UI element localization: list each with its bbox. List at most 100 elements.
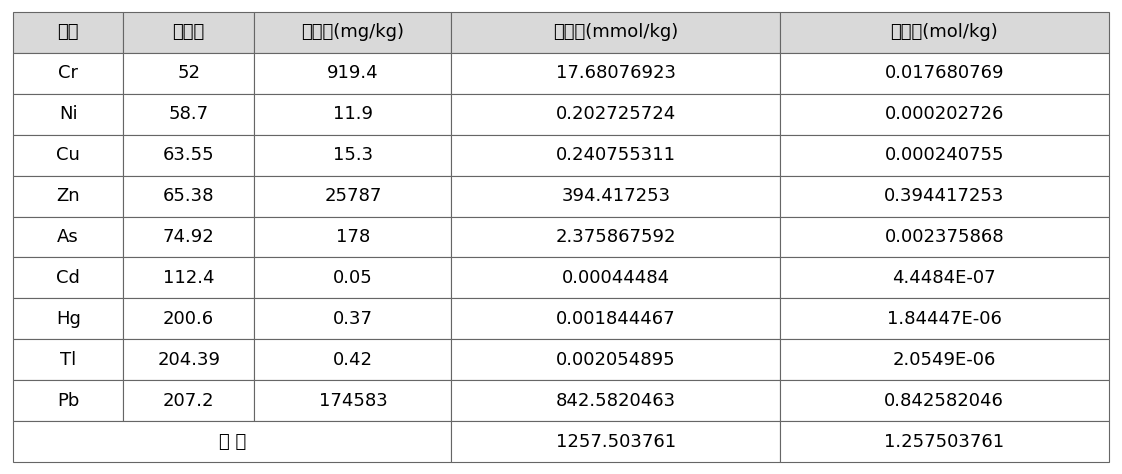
- Text: 74.92: 74.92: [163, 228, 214, 246]
- Text: 0.001844467: 0.001844467: [555, 310, 675, 328]
- Bar: [451, 175, 780, 217]
- Text: 52: 52: [177, 64, 200, 82]
- Text: 1.84447E-06: 1.84447E-06: [886, 310, 1002, 328]
- Bar: [780, 421, 1109, 462]
- Text: 0.202725724: 0.202725724: [555, 105, 675, 123]
- Text: 0.00044484: 0.00044484: [562, 269, 670, 287]
- Bar: [451, 421, 780, 462]
- Bar: [123, 12, 255, 53]
- Text: 17.68076923: 17.68076923: [555, 64, 675, 82]
- Text: As: As: [57, 228, 79, 246]
- Text: 포함량(mmol/kg): 포함량(mmol/kg): [553, 23, 679, 41]
- Text: 25787: 25787: [324, 187, 381, 205]
- Bar: [13, 339, 123, 380]
- Bar: [255, 380, 451, 421]
- Text: 200.6: 200.6: [163, 310, 214, 328]
- Bar: [451, 53, 780, 94]
- Bar: [780, 135, 1109, 175]
- Bar: [780, 12, 1109, 53]
- Bar: [13, 135, 123, 175]
- Text: 포함량(mg/kg): 포함량(mg/kg): [302, 23, 404, 41]
- Bar: [451, 135, 780, 175]
- Text: 919.4: 919.4: [328, 64, 379, 82]
- Bar: [123, 380, 255, 421]
- Text: 0.002054895: 0.002054895: [555, 351, 675, 369]
- Text: 65.38: 65.38: [163, 187, 214, 205]
- Bar: [123, 217, 255, 257]
- Bar: [451, 94, 780, 135]
- Text: 0.002375868: 0.002375868: [884, 228, 1004, 246]
- Bar: [13, 257, 123, 299]
- Bar: [451, 339, 780, 380]
- Bar: [123, 135, 255, 175]
- Bar: [255, 217, 451, 257]
- Bar: [123, 175, 255, 217]
- Bar: [123, 53, 255, 94]
- Text: 원소: 원소: [57, 23, 79, 41]
- Bar: [13, 421, 451, 462]
- Text: Zn: Zn: [56, 187, 80, 205]
- Text: 63.55: 63.55: [163, 146, 214, 164]
- Bar: [451, 257, 780, 299]
- Bar: [13, 380, 123, 421]
- Text: Cd: Cd: [56, 269, 80, 287]
- Text: 0.000240755: 0.000240755: [884, 146, 1004, 164]
- Bar: [13, 217, 123, 257]
- Text: Hg: Hg: [56, 310, 81, 328]
- Text: Ni: Ni: [59, 105, 77, 123]
- Bar: [255, 339, 451, 380]
- Text: 58.7: 58.7: [168, 105, 209, 123]
- Bar: [780, 299, 1109, 339]
- Text: 0.42: 0.42: [333, 351, 373, 369]
- Text: 15.3: 15.3: [333, 146, 373, 164]
- Text: 0.240755311: 0.240755311: [555, 146, 675, 164]
- Bar: [255, 94, 451, 135]
- Bar: [13, 53, 123, 94]
- Bar: [123, 339, 255, 380]
- Bar: [255, 257, 451, 299]
- Bar: [780, 175, 1109, 217]
- Bar: [13, 299, 123, 339]
- Text: 112.4: 112.4: [163, 269, 214, 287]
- Text: 174583: 174583: [319, 392, 387, 410]
- Text: Cr: Cr: [58, 64, 79, 82]
- Bar: [255, 299, 451, 339]
- Bar: [255, 53, 451, 94]
- Bar: [451, 299, 780, 339]
- Bar: [255, 12, 451, 53]
- Text: 0.394417253: 0.394417253: [884, 187, 1004, 205]
- Bar: [123, 299, 255, 339]
- Text: 0.017680769: 0.017680769: [884, 64, 1004, 82]
- Bar: [780, 380, 1109, 421]
- Text: 2.375867592: 2.375867592: [555, 228, 675, 246]
- Text: 4.4484E-07: 4.4484E-07: [892, 269, 996, 287]
- Text: 1257.503761: 1257.503761: [555, 433, 675, 451]
- Text: 합 계: 합 계: [219, 433, 246, 451]
- Bar: [451, 380, 780, 421]
- Bar: [123, 94, 255, 135]
- Text: Cu: Cu: [56, 146, 80, 164]
- Bar: [451, 217, 780, 257]
- Bar: [13, 94, 123, 135]
- Bar: [780, 339, 1109, 380]
- Text: 0.05: 0.05: [333, 269, 373, 287]
- Text: Tl: Tl: [61, 351, 76, 369]
- Text: 0.37: 0.37: [333, 310, 373, 328]
- Bar: [123, 257, 255, 299]
- Bar: [255, 135, 451, 175]
- Bar: [255, 175, 451, 217]
- Text: Pb: Pb: [57, 392, 80, 410]
- Text: 204.39: 204.39: [157, 351, 220, 369]
- Text: 원자량: 원자량: [173, 23, 205, 41]
- Bar: [780, 217, 1109, 257]
- Text: 2.0549E-06: 2.0549E-06: [893, 351, 996, 369]
- Bar: [13, 12, 123, 53]
- Text: 0.000202726: 0.000202726: [884, 105, 1004, 123]
- Text: 0.842582046: 0.842582046: [884, 392, 1004, 410]
- Text: 포함량(mol/kg): 포함량(mol/kg): [891, 23, 999, 41]
- Text: 207.2: 207.2: [163, 392, 214, 410]
- Text: 842.5820463: 842.5820463: [555, 392, 675, 410]
- Text: 178: 178: [335, 228, 370, 246]
- Bar: [780, 94, 1109, 135]
- Text: 11.9: 11.9: [333, 105, 373, 123]
